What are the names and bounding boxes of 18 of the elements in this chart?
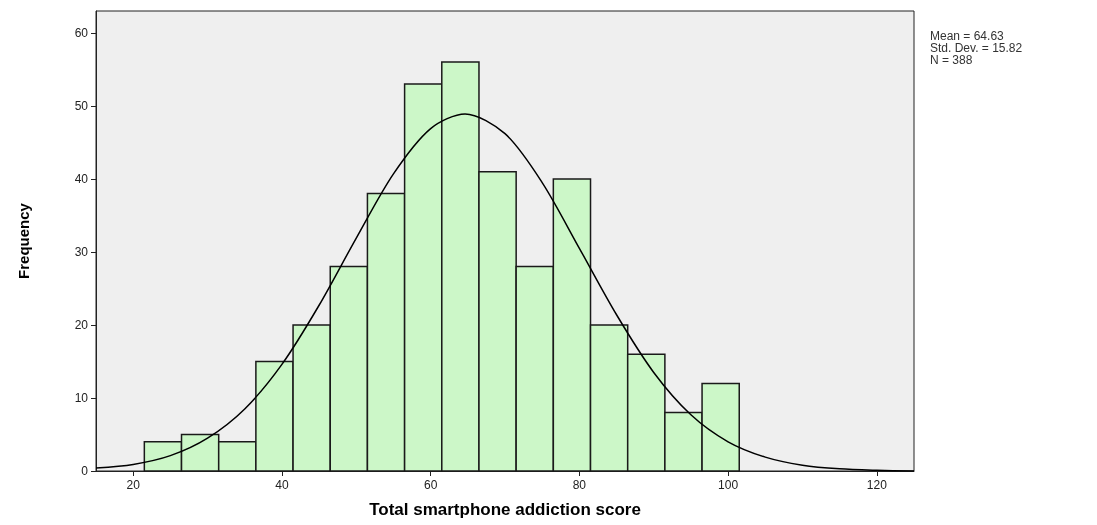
x-tick-label: 80 [572, 478, 587, 492]
y-tick-label: 0 [81, 464, 89, 478]
y-tick-label: 20 [74, 317, 89, 332]
x-tick-label: 120 [866, 478, 888, 492]
x-axis-title: Total smartphone addiction score [369, 500, 641, 519]
y-tick-label: 40 [74, 171, 89, 186]
y-axis-title: Frequency [15, 202, 32, 279]
y-tick-label: 30 [74, 244, 89, 259]
text: N = 388 [930, 53, 973, 67]
y-tick-label: 60 [74, 25, 89, 40]
x-tick-label: 20 [126, 478, 141, 492]
y-tick-label: 50 [74, 98, 89, 113]
x-tick-label: 60 [423, 478, 438, 492]
x-tick-label: 100 [718, 478, 739, 492]
text: Std. Dev. = 15.82 [930, 41, 1023, 55]
x-tick-label: 40 [275, 478, 289, 492]
text: Mean = 64.63 [930, 29, 1005, 43]
y-tick-label: 10 [74, 390, 89, 405]
